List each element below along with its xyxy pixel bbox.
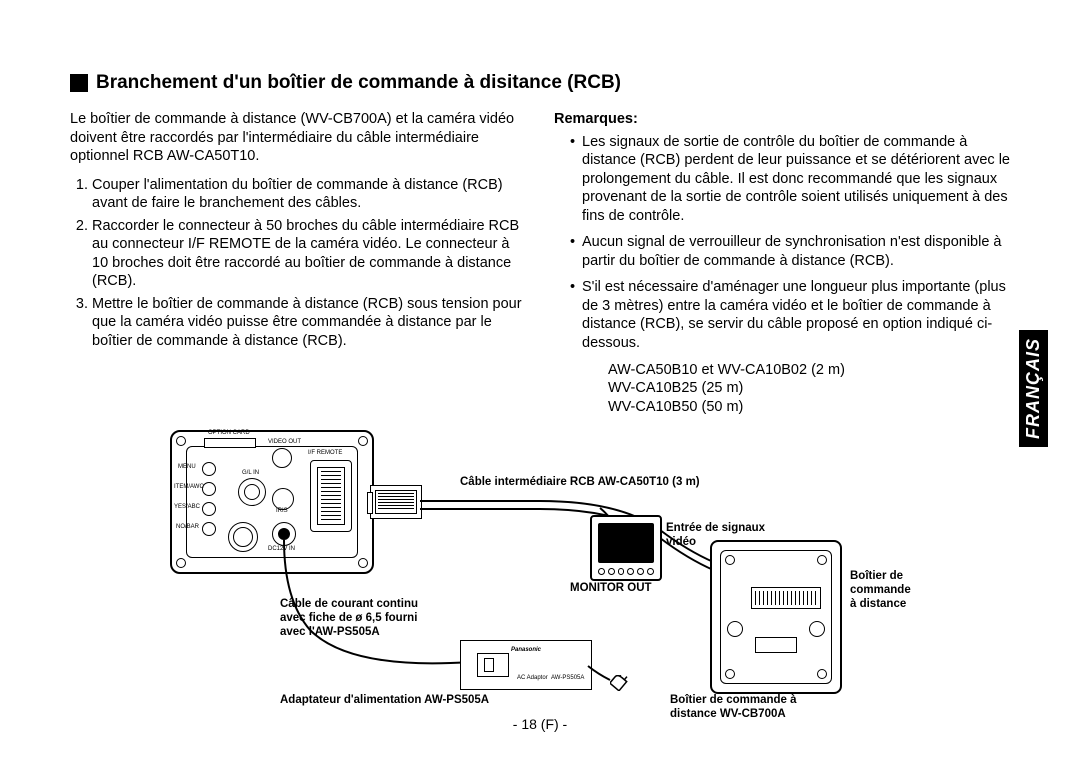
label-menu: MENU	[178, 464, 196, 470]
cable-opt-3: WV-CA10B50 (50 m)	[608, 398, 1010, 417]
page-number: - 18 (F) -	[0, 716, 1080, 732]
power-adapter: Panasonic AC Adaptor AW-PS505A	[460, 640, 592, 690]
label-option-card: OPTION CARD	[208, 430, 250, 436]
page-title: Branchement d'un boîtier de commande à d…	[96, 72, 621, 94]
cable-opt-2: WV-CA10B25 (25 m)	[608, 379, 1010, 398]
step-2: Raccorder le connecteur à 50 broches du …	[92, 217, 526, 291]
label-psu: Adaptateur d'alimentation AW-PS505A	[280, 694, 489, 708]
remarks-heading: Remarques:	[554, 110, 1010, 129]
title-bullet-icon	[70, 74, 88, 92]
connector-50pin	[370, 485, 422, 519]
cable-options: AW-CA50B10 et WV-CA10B02 (2 m) WV-CA10B2…	[608, 361, 1010, 418]
step-1: Couper l'alimentation du boîtier de comm…	[92, 176, 526, 213]
label-glin: G/L IN	[242, 470, 259, 476]
label-video-in: Entrée de signaux vidéo	[666, 522, 776, 550]
label-dc-cable: Câble de courant continu avec fiche de ø…	[280, 598, 418, 639]
label-no: NO/BAR	[176, 524, 199, 530]
rcb-box	[710, 540, 842, 694]
label-if-remote: I/F REMOTE	[308, 450, 342, 456]
monitor	[590, 515, 662, 581]
power-plug-icon	[610, 675, 628, 691]
remark-2: Aucun signal de verrouilleur de synchron…	[570, 233, 1010, 270]
intro-text: Le boîtier de commande à distance (WV-CB…	[70, 110, 526, 166]
cable-opt-1: AW-CA50B10 et WV-CA10B02 (2 m)	[608, 361, 1010, 380]
steps-list: Couper l'alimentation du boîtier de comm…	[70, 176, 526, 351]
label-video-out: VIDEO OUT	[268, 439, 301, 445]
label-cable-rcb: Câble intermédiaire RCB AW-CA50T10 (3 m)	[460, 476, 700, 490]
language-tab: FRANÇAIS	[1019, 330, 1048, 447]
label-rcb-box: Boîtier de commandeà distance	[850, 570, 930, 611]
label-iris: IRIS	[276, 508, 288, 514]
remarks-list: Les signaux de sortie de contrôle du boî…	[554, 133, 1010, 353]
remark-1: Les signaux de sortie de contrôle du boî…	[570, 133, 1010, 226]
label-monitor-out: MONITOR OUT	[570, 582, 652, 596]
label-item: ITEM/AWC	[174, 484, 204, 490]
label-yes: YES/ABC	[174, 504, 200, 510]
connection-diagram: OPTION CARD VIDEO OUT I/F REMOTE MENU IT…	[170, 430, 930, 730]
remark-3: S'il est nécessaire d'aménager une longu…	[570, 278, 1010, 352]
step-3: Mettre le boîtier de commande à distance…	[92, 295, 526, 351]
